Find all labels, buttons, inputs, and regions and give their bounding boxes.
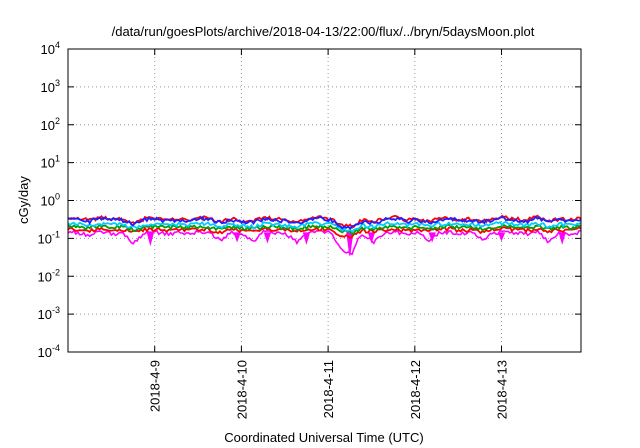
y-tick-label: 104 (41, 40, 60, 57)
y-tick-label: 10-1 (38, 229, 60, 246)
series-dip (367, 232, 376, 244)
y-tick-label: 100 (41, 192, 60, 209)
x-tick-label: 2018-4-9 (148, 360, 163, 412)
grid (68, 49, 581, 352)
series-line (67, 215, 582, 230)
y-tick-label: 10-3 (38, 305, 60, 322)
x-tick-label: 2018-4-10 (234, 360, 249, 419)
series-dip (302, 232, 311, 245)
series-line (67, 223, 582, 236)
series-line (67, 229, 582, 256)
series-dip (497, 232, 506, 242)
y-tick-label: 101 (41, 154, 60, 171)
chart-title: /data/run/goesPlots/archive/2018-04-13/2… (112, 24, 535, 39)
y-tick-label: 10-4 (38, 343, 60, 360)
series-dip (346, 232, 354, 256)
y-axis: 10-4 10-3 10-2 10-1 100 101 102 103 104 (38, 40, 581, 360)
y-axis-label: cGy/day (16, 176, 31, 224)
x-tick-label: 2018-4-11 (321, 360, 336, 418)
series-dip (263, 232, 272, 244)
x-tick-label: 2018-4-13 (495, 360, 510, 419)
series-group (67, 214, 582, 256)
x-tick-label: 2018-4-12 (408, 360, 423, 419)
x-axis-label: Coordinated Universal Time (UTC) (224, 430, 423, 445)
series-dip (233, 232, 241, 243)
series-line (67, 220, 582, 234)
y-tick-label: 102 (41, 116, 60, 133)
x-axis: 2018-4-9 2018-4-10 2018-4-11 2018-4-12 2018-… (148, 49, 510, 419)
series-dip (558, 232, 566, 245)
series-dip (146, 232, 155, 247)
y-tick-label: 103 (41, 78, 60, 95)
series-line (67, 225, 582, 240)
y-tick-label: 10-2 (38, 267, 60, 284)
series-dip (428, 232, 436, 243)
